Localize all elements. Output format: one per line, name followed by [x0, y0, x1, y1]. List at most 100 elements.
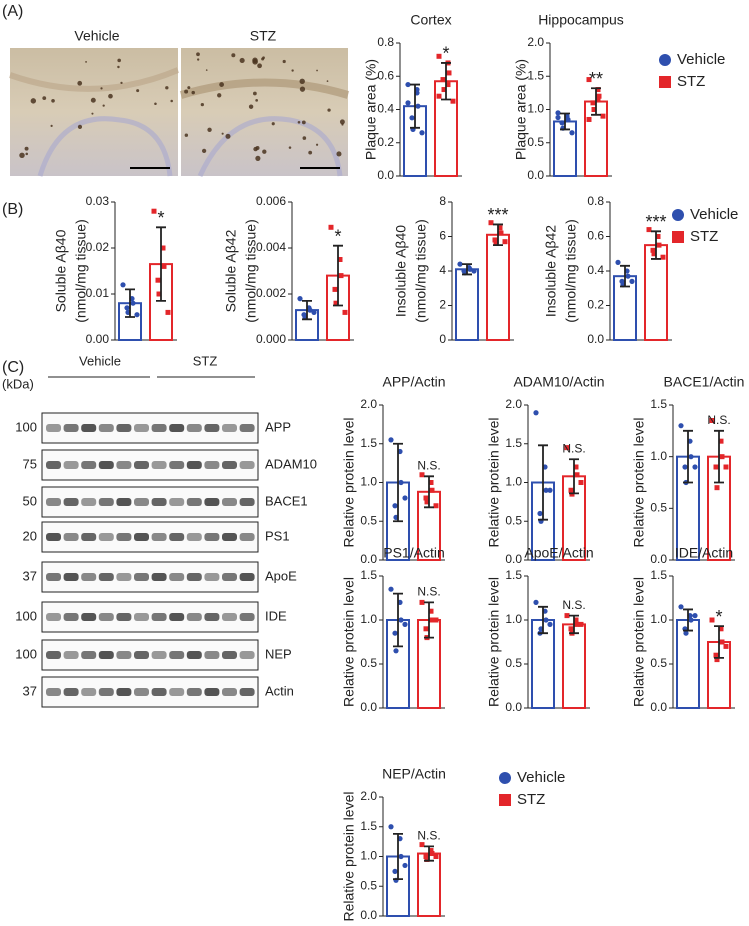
legend-label: STZ — [677, 73, 705, 90]
blot-protein: APP — [265, 419, 291, 434]
blot-unit: (kDa) — [2, 376, 34, 391]
y-tick-label: 0.5 — [505, 656, 522, 670]
blot-band — [81, 651, 97, 659]
data-point — [590, 100, 596, 106]
blot-band — [169, 651, 185, 659]
error-bar — [410, 83, 420, 129]
data-point — [423, 495, 429, 501]
blot-band — [134, 688, 149, 696]
blot-band — [116, 651, 132, 659]
y-tick-label: 0.00 — [86, 332, 110, 346]
plaque-stain — [205, 69, 208, 71]
blot-band — [98, 424, 114, 432]
bar — [417, 852, 441, 918]
blot-band — [222, 688, 237, 696]
plaque-stain — [261, 57, 265, 61]
error-bar — [393, 442, 403, 523]
significance: N.S. — [417, 585, 440, 599]
blot-band — [239, 688, 255, 696]
data-point — [337, 257, 343, 262]
data-point — [650, 247, 656, 253]
plaque-stain — [100, 87, 103, 90]
blot-band — [186, 533, 202, 541]
data-point — [393, 648, 399, 654]
plaque-stain — [299, 78, 305, 85]
micrograph — [9, 48, 180, 177]
blot-band — [134, 651, 149, 659]
blot-band — [81, 688, 97, 696]
data-point — [713, 464, 719, 470]
data-point — [714, 657, 720, 663]
bar — [455, 268, 479, 341]
blot-band — [98, 533, 114, 541]
y-tick-label: 0.004 — [256, 240, 286, 254]
error-bar — [714, 625, 724, 659]
y-tick-label: 1.0 — [650, 612, 667, 626]
blot-band — [63, 424, 79, 432]
chart-title: Hippocampus — [538, 12, 624, 28]
blot-band — [151, 573, 167, 581]
data-point — [398, 479, 404, 486]
legend-marker — [659, 76, 671, 88]
chart: Insoluble Aβ40 (nmol/mg tissue) 0 2 4 6 8 *** — [393, 194, 514, 346]
blot-band — [204, 688, 220, 696]
legend-label: Vehicle — [690, 206, 738, 223]
blot-band — [239, 533, 255, 541]
data-point — [718, 438, 724, 444]
data-point — [564, 445, 570, 451]
data-point — [543, 487, 549, 493]
y-tick-label: 1.5 — [505, 436, 522, 450]
data-point — [409, 115, 415, 121]
plaque-stain — [136, 89, 140, 93]
data-point — [392, 868, 398, 874]
plaque-stain — [154, 102, 157, 106]
legend-label: STZ — [690, 228, 718, 245]
data-point — [678, 423, 684, 429]
y-tick-label: 1.5 — [360, 819, 377, 833]
plaque-stain — [288, 146, 292, 149]
error-bar — [333, 244, 343, 307]
blot-group: Vehicle — [79, 353, 121, 368]
chart-title: Cortex — [410, 12, 451, 28]
error-bar — [424, 845, 434, 862]
y-axis-label: Plaque area (%) — [513, 59, 529, 160]
blot-protein: BACE1 — [265, 493, 308, 508]
data-point — [578, 621, 584, 627]
data-point — [332, 286, 338, 292]
error-bar — [125, 288, 135, 318]
error-bar — [493, 223, 503, 247]
y-tick-label: 0.5 — [650, 501, 667, 515]
plaque-stain — [85, 61, 87, 63]
data-point — [692, 613, 698, 619]
y-tick-label: 0.5 — [505, 513, 522, 527]
plaque-stain — [24, 146, 29, 151]
data-point — [629, 278, 635, 284]
y-tick-label: 1.0 — [505, 612, 522, 626]
data-point — [156, 291, 162, 297]
plaque-stain — [217, 93, 222, 98]
data-point — [388, 437, 394, 443]
plaque-stain — [252, 57, 258, 64]
chart: Cortex Plaque area (%) 0.0 0.2 0.4 0.6 0.8 * — [363, 12, 462, 182]
y-tick-label: 0.0 — [650, 552, 667, 566]
significance: N.S. — [417, 458, 440, 472]
data-point — [498, 230, 504, 236]
y-tick-label: 2.0 — [360, 397, 377, 411]
plaque-stain — [301, 120, 306, 125]
y-axis-label: (nmol/mg tissue) — [413, 219, 429, 322]
y-tick-label: 0.0 — [650, 700, 667, 714]
error-bar — [683, 608, 693, 632]
blot-protein: ADAM10 — [265, 456, 317, 471]
legend-marker — [499, 794, 511, 806]
data-point — [574, 472, 580, 478]
data-point — [446, 70, 452, 76]
data-point — [586, 77, 592, 83]
data-point — [398, 853, 404, 860]
data-point — [646, 227, 652, 233]
plaque-stain — [165, 86, 169, 90]
plaque-stain — [91, 112, 94, 115]
plaque-stain — [297, 120, 301, 124]
blot-band — [46, 651, 61, 659]
blot-band — [186, 461, 202, 469]
